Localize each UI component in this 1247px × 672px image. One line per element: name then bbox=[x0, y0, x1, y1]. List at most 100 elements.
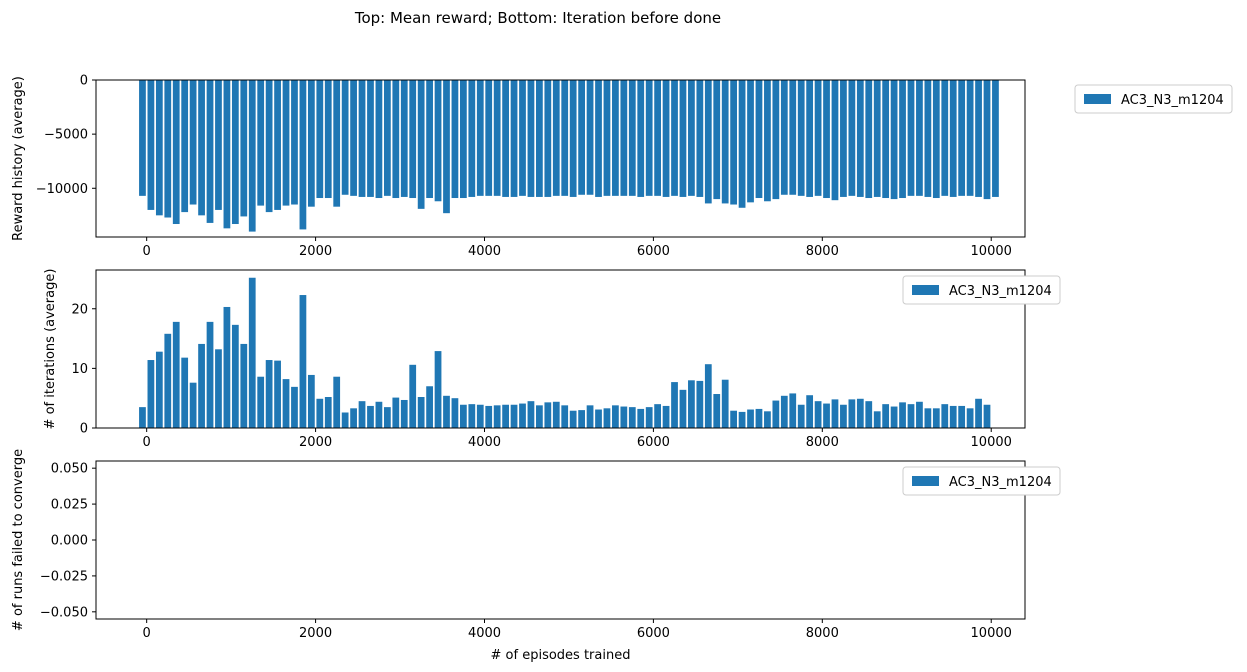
bar bbox=[899, 80, 906, 199]
bar bbox=[747, 409, 754, 428]
bar bbox=[848, 80, 856, 196]
bar bbox=[654, 404, 661, 428]
bar bbox=[823, 80, 830, 199]
y-tick-label: −0.025 bbox=[40, 569, 88, 584]
bar bbox=[223, 306, 231, 428]
bar bbox=[696, 80, 704, 197]
bar bbox=[696, 380, 704, 428]
bar bbox=[519, 403, 526, 428]
bar bbox=[738, 80, 746, 208]
bar bbox=[400, 80, 408, 197]
bar bbox=[780, 395, 788, 428]
bar bbox=[282, 80, 290, 206]
bar bbox=[730, 80, 738, 205]
bar bbox=[899, 402, 906, 428]
bar bbox=[265, 360, 273, 428]
x-tick-label: 4000 bbox=[468, 435, 501, 450]
bar bbox=[164, 333, 172, 428]
bar bbox=[476, 80, 484, 196]
bar bbox=[139, 407, 146, 428]
bar bbox=[755, 408, 763, 428]
bar bbox=[831, 80, 839, 201]
bar bbox=[417, 80, 425, 209]
bar bbox=[628, 80, 636, 196]
bar bbox=[485, 80, 493, 196]
bar bbox=[620, 406, 628, 428]
bar bbox=[434, 80, 442, 202]
legend-box bbox=[902, 275, 1061, 305]
bar bbox=[139, 80, 146, 196]
x-tick-label: 10000 bbox=[971, 626, 1012, 641]
x-tick-label: 6000 bbox=[637, 244, 670, 259]
bar bbox=[206, 321, 214, 428]
bar bbox=[274, 360, 281, 428]
bar bbox=[443, 395, 450, 428]
axes-frame bbox=[95, 79, 1026, 238]
bar bbox=[721, 80, 729, 204]
bar bbox=[299, 295, 307, 428]
bar bbox=[612, 80, 619, 196]
bar bbox=[215, 80, 222, 210]
x-tick-label: 6000 bbox=[637, 435, 670, 450]
axes-frame bbox=[95, 460, 1026, 620]
bar bbox=[485, 405, 493, 428]
bar bbox=[730, 410, 738, 428]
x-tick-label: 8000 bbox=[806, 244, 839, 259]
bar bbox=[713, 394, 721, 428]
bar bbox=[882, 80, 890, 199]
x-tick-label: 4000 bbox=[468, 626, 501, 641]
bar bbox=[552, 80, 560, 196]
bar bbox=[400, 399, 408, 428]
bar bbox=[789, 393, 797, 428]
bar bbox=[561, 80, 569, 196]
bar bbox=[324, 80, 332, 199]
x-tick-label: 10000 bbox=[971, 244, 1012, 259]
bar bbox=[924, 408, 932, 428]
bar bbox=[688, 380, 695, 428]
legend: AC3_N3_m1204 bbox=[902, 275, 1061, 305]
bar bbox=[510, 404, 518, 428]
bar bbox=[797, 404, 805, 428]
y-axis-label: Reward history (average) bbox=[11, 76, 26, 241]
bar bbox=[856, 80, 864, 197]
bar bbox=[704, 80, 712, 204]
bar bbox=[620, 80, 628, 196]
bar bbox=[383, 407, 391, 428]
bar bbox=[713, 80, 721, 200]
bar bbox=[248, 80, 256, 232]
bar bbox=[358, 80, 366, 197]
bar bbox=[721, 379, 729, 428]
bar bbox=[941, 80, 949, 196]
bar bbox=[341, 412, 349, 428]
bar bbox=[916, 401, 923, 428]
bar bbox=[932, 408, 940, 428]
y-tick-label: 0 bbox=[80, 422, 88, 437]
bar bbox=[291, 80, 298, 205]
bar bbox=[375, 401, 383, 428]
bar bbox=[536, 405, 543, 428]
bar bbox=[417, 397, 425, 428]
bar bbox=[975, 398, 982, 428]
bar bbox=[856, 398, 864, 428]
bar bbox=[764, 80, 771, 202]
bar bbox=[958, 80, 966, 196]
y-tick-label: −5000 bbox=[44, 128, 88, 143]
bar bbox=[764, 411, 771, 428]
bar bbox=[645, 407, 653, 428]
bar bbox=[172, 321, 180, 428]
x-tick-label: 0 bbox=[143, 244, 151, 259]
y-tick-label: 0 bbox=[80, 74, 88, 89]
y-tick-label: 0.025 bbox=[51, 498, 88, 513]
chart-panel-3: 0 2000 4000 6000 8000 10000 0.050 0.025 0.000 −0.… bbox=[11, 449, 1061, 663]
bar bbox=[907, 80, 915, 196]
bar bbox=[147, 80, 155, 210]
bar bbox=[155, 351, 163, 428]
x-axis-label: # of episodes trained bbox=[491, 648, 631, 663]
bar bbox=[240, 80, 248, 217]
bar bbox=[265, 80, 273, 213]
bar bbox=[426, 80, 433, 199]
bar bbox=[248, 277, 256, 428]
bar bbox=[704, 364, 712, 428]
bar bbox=[476, 404, 484, 428]
